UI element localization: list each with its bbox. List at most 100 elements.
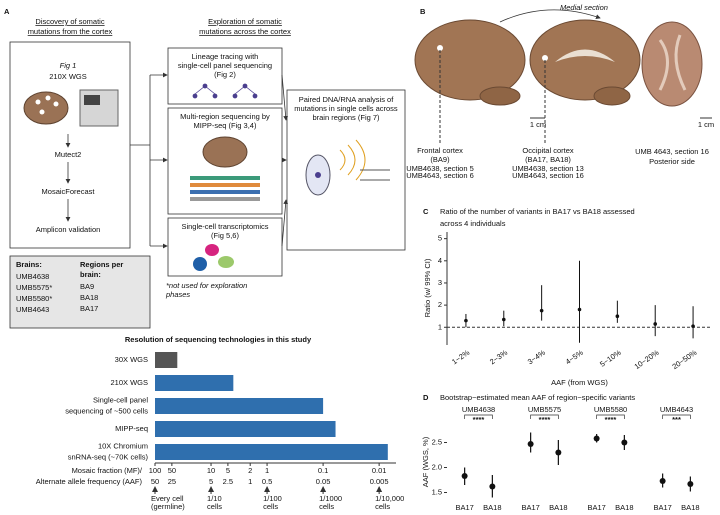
region-label: Frontal cortex [417,146,463,155]
section-label: UMB4638, section 13 [512,164,584,173]
bar-label: 30X WGS [115,355,148,364]
x-tick-label: 10 [207,466,215,475]
scale-label: 1 cm [530,120,546,129]
section-header: Discovery of somatic [35,17,104,26]
pipeline-step: Mutect2 [55,150,82,159]
x-tick-label: BA18 [681,503,699,512]
significance-bracket [662,414,691,419]
section-label: UMB4643, section 16 [512,171,584,180]
read-strip [190,197,260,201]
y-tick-label: 2.0 [432,462,442,471]
figure-ref: Fig 1 [60,61,77,70]
corpus-callosum [555,49,615,62]
tree-node [232,93,238,99]
panel-label: A [4,7,10,16]
axis-label: Ratio (w/ 99% CI) [423,258,432,317]
x-tick-label: BA18 [615,503,633,512]
bar [155,398,324,414]
lineage-tree [192,83,258,99]
annotation: 1/10,000 [375,494,404,503]
bar-label: 210X WGS [110,378,148,387]
bar [155,352,178,368]
x-tick-label: 0.01 [372,466,387,475]
annotation: cells [319,502,334,511]
sample-dot [39,109,45,115]
bar [155,421,336,437]
point [687,481,694,487]
sample-dot [45,95,51,101]
x-tick-label: 4−5% [564,348,585,367]
sample-dot [35,99,41,105]
slice-white-matter [658,34,687,91]
box-text: single-cell panel sequencing [178,61,272,70]
paired-box [286,89,406,251]
slice-label: Posterior side [649,157,695,166]
region-id: BA17 [80,304,98,313]
axis-label: AAF (from WGS) [551,378,608,387]
x-tick-label: 100 [149,466,162,475]
point [489,483,496,490]
annotation: cells [375,502,390,511]
point [691,324,695,328]
x-tick-label: 10−20% [633,348,661,371]
cluster [193,257,207,271]
chart-title: Bootstrap−estimated mean AAF of region−s… [440,393,635,402]
cluster [205,244,219,256]
dna-strands [360,169,390,181]
box-text: Single-cell transcriptomics [181,222,268,231]
cerebellum [593,86,631,106]
pipeline-step: Amplicon validation [36,225,101,234]
x-tick-label: BA17 [587,503,605,512]
annotation: 1/10 [207,494,222,503]
x2-tick-label: 0.005 [370,477,389,486]
footnote: phases [165,290,190,299]
point [539,308,544,313]
axis-label: Alternate allele frequency (AAF) [36,477,143,486]
tree-node [192,93,198,99]
point [653,322,658,326]
y-tick-label: 1 [438,322,442,331]
box-text: mutations in single cells across [294,104,398,113]
brain-id: UMB4643 [16,305,49,314]
facet-title: UMB5575 [528,405,561,414]
x-tick-label: BA17 [653,503,671,512]
point [593,435,600,442]
brain-table [9,255,151,329]
axis-label: AAF (WGS, %) [421,436,430,487]
table-header: Regions per [80,260,123,269]
sample-site [542,55,548,61]
point [621,439,628,446]
wgs-label: 210X WGS [49,72,87,81]
axis-label: Mosaic fraction (MF)/ [72,466,143,475]
tree-node [212,93,218,99]
y-tick-label: 3 [438,278,442,287]
chart-title: Ratio of the number of variants in BA17 … [440,207,635,216]
facet-title: UMB5580 [594,405,627,414]
facet-title: UMB4643 [660,405,693,414]
footnote: *not used for exploration [166,281,247,290]
x-tick-label: 0.1 [318,466,328,475]
point [555,449,562,456]
brain-id: UMB5580* [16,294,52,303]
significance: *** [672,415,681,424]
annotation: cells [263,502,278,511]
annotation: Every cell [151,494,184,503]
bar-label: snRNA-seq (~70K cells) [68,452,149,461]
section-label: UMB4643, section 6 [406,171,474,180]
arrow [281,199,289,247]
brain-lateral [414,19,526,101]
box-text: Multi-region sequencing by [180,112,270,121]
section-header: Exploration of somatic [208,17,282,26]
annotation: 1/1000 [319,494,342,503]
cluster [218,256,234,268]
point [527,441,534,447]
brain-icon [23,91,69,125]
box-text: (Fig 5,6) [211,231,239,240]
x-tick-label: 50 [168,466,176,475]
x2-tick-label: 50 [151,477,159,486]
x-tick-label: BA18 [483,503,501,512]
y-tick-label: 2 [438,300,442,309]
brain-icon [202,136,248,168]
significance-bracket [530,414,559,419]
